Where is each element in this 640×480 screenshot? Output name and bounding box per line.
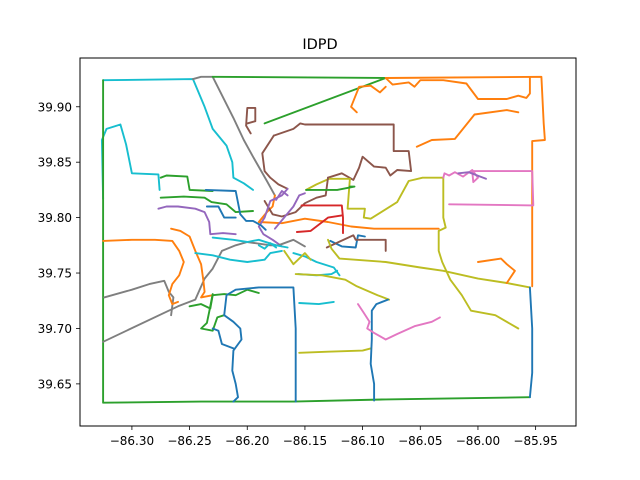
district-boundary-31 [205, 205, 237, 219]
district-boundary-45 [211, 327, 235, 350]
district-boundary-43 [223, 286, 297, 403]
x-tick-label: −86.10 [340, 434, 384, 448]
y-tick-label: 39.80 [38, 211, 72, 225]
y-tick-label: 39.70 [38, 322, 72, 336]
district-boundary-16 [263, 176, 329, 218]
district-boundaries-layer [100, 75, 546, 404]
district-boundary-33 [194, 249, 283, 263]
x-tick-label: −86.25 [167, 434, 211, 448]
district-boundary-21 [329, 234, 366, 249]
district-boundary-32 [211, 236, 289, 249]
district-boundary-6 [384, 77, 531, 100]
district-boundary-5 [384, 75, 546, 288]
x-tick-label: −86.30 [110, 434, 154, 448]
district-boundary-9 [245, 106, 257, 135]
district-boundary-28 [159, 195, 254, 214]
district-boundary-34 [292, 252, 341, 277]
x-axis: −86.30 −86.25 −86.20 −86.15 −86.10 −86.05 −86.… [110, 426, 558, 448]
district-boundary-17 [257, 187, 289, 248]
district-boundary-23 [102, 238, 306, 343]
district-boundary-39 [327, 238, 531, 289]
district-boundary-19 [300, 204, 344, 235]
district-boundary-4 [211, 75, 387, 125]
district-boundary-27 [159, 174, 214, 192]
chart-title: IDPD [302, 37, 337, 53]
y-tick-label: 39.85 [38, 156, 72, 170]
district-boundary-40 [298, 347, 372, 354]
district-boundary-14 [457, 171, 487, 180]
district-boundary-41 [188, 288, 260, 310]
district-boundary-24 [103, 279, 175, 317]
district-boundary-3 [192, 75, 276, 197]
district-boundary-8 [415, 109, 520, 148]
district-boundary-2 [102, 79, 531, 404]
district-boundary-37 [283, 249, 312, 266]
district-boundary-52 [275, 190, 289, 201]
district-boundary-20 [295, 214, 343, 233]
y-tick-label: 39.65 [38, 377, 72, 391]
x-tick-label: −86.00 [456, 434, 500, 448]
district-boundary-26 [170, 227, 214, 299]
district-boundary-0 [102, 78, 254, 191]
district-boundary-7 [350, 84, 387, 114]
district-boundary-11 [261, 134, 289, 190]
district-boundary-42 [200, 293, 226, 332]
district-boundary-46 [369, 298, 389, 402]
district-boundary-15 [257, 194, 440, 230]
district-boundary-22 [325, 234, 387, 252]
axes-frame [79, 57, 577, 427]
district-boundary-18 [305, 185, 356, 191]
district-boundary-38 [294, 273, 391, 301]
x-tick-label: −86.05 [398, 434, 442, 448]
district-boundary-13 [442, 169, 535, 207]
district-boundary-12 [305, 176, 520, 330]
district-boundary-10 [272, 122, 413, 181]
x-tick-label: −86.15 [283, 434, 327, 448]
district-boundary-36 [298, 300, 335, 306]
district-boundary-30 [204, 188, 267, 231]
x-tick-label: −85.95 [513, 434, 557, 448]
district-boundary-25 [102, 238, 185, 306]
district-boundary-29 [157, 205, 237, 236]
y-tick-label: 39.75 [38, 267, 72, 281]
district-boundary-51 [273, 192, 306, 230]
x-tick-label: −86.20 [225, 434, 269, 448]
district-boundary-1 [100, 123, 161, 200]
district-boundary-47 [528, 286, 534, 399]
district-boundary-48 [357, 303, 441, 341]
district-boundary-50 [257, 242, 278, 250]
district-boundary-49 [477, 257, 516, 284]
y-tick-label: 39.90 [38, 100, 72, 114]
y-axis: 39.65 39.70 39.75 39.80 39.85 39.90 [38, 100, 80, 391]
district-boundary-44 [223, 314, 243, 403]
